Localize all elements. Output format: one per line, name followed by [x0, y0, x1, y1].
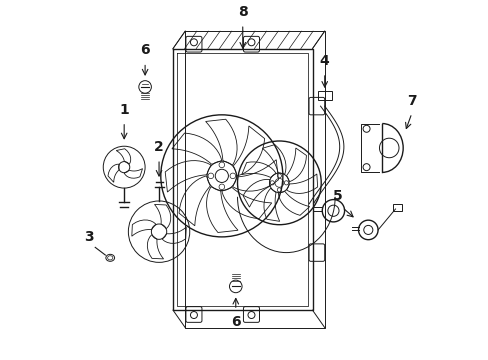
Text: 3: 3	[84, 230, 94, 244]
Text: 8: 8	[237, 5, 247, 19]
Text: 4: 4	[319, 54, 329, 68]
Text: 6: 6	[140, 43, 150, 57]
Text: 2: 2	[154, 140, 163, 154]
Text: 1: 1	[119, 103, 129, 117]
Text: 5: 5	[332, 189, 342, 203]
Text: 6: 6	[230, 315, 240, 329]
Text: 7: 7	[407, 94, 416, 108]
Bar	[393, 204, 401, 211]
